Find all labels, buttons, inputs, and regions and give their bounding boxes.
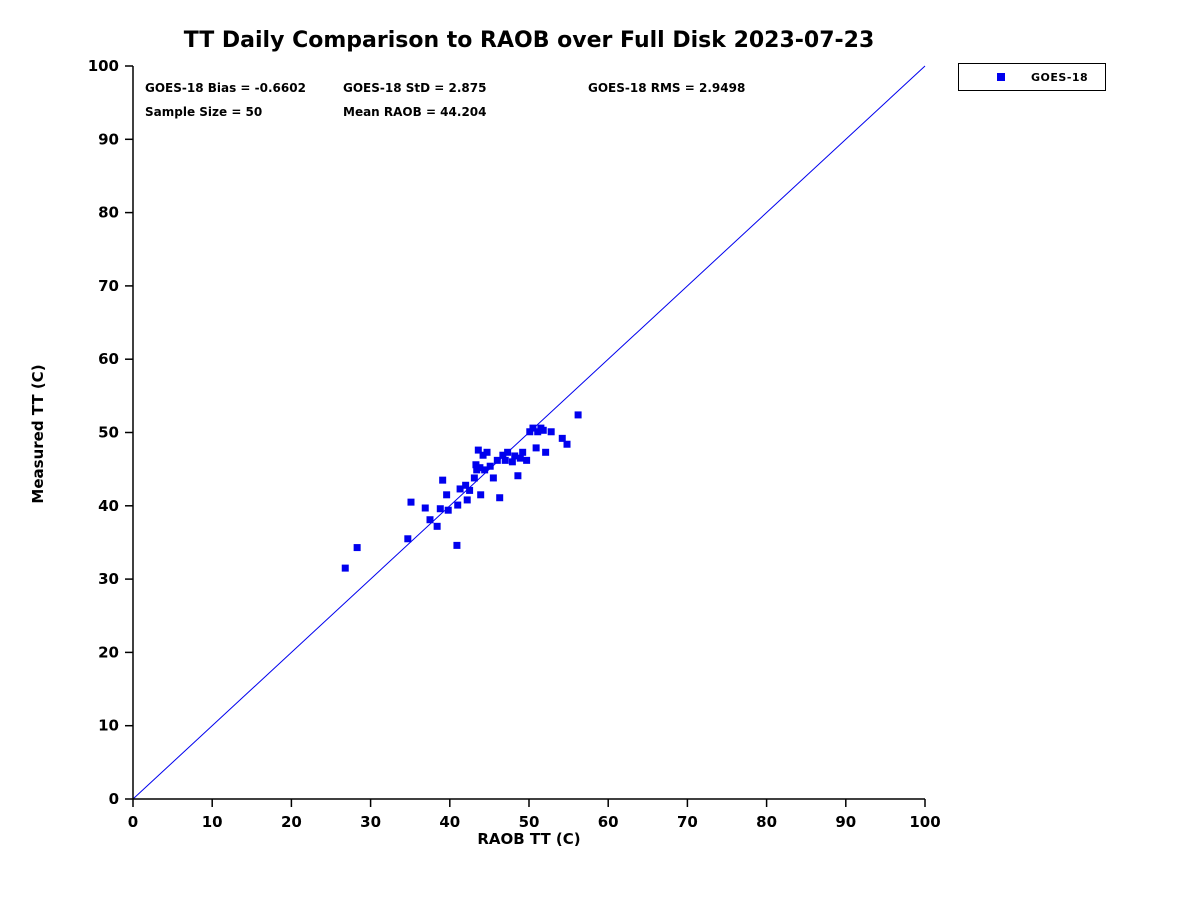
legend-label: GOES-18 [1031,70,1089,84]
scatter-point [523,456,531,464]
scatter-point [529,424,537,432]
y-tick-label: 70 [98,277,119,295]
stat-rms: GOES-18 RMS = 2.9498 [588,81,746,95]
scatter-point [426,516,434,524]
scatter-point [547,428,555,436]
scatter-point [479,451,487,459]
scatter-point [516,454,524,462]
scatter-point [433,522,441,530]
x-tick-label: 50 [519,813,540,831]
chart-title: TT Daily Comparison to RAOB over Full Di… [183,28,875,53]
scatter-point [534,428,542,436]
scatter-point [466,486,474,494]
scatter-point [483,448,491,456]
y-tick-label: 40 [98,497,119,515]
scatter-point [454,501,462,509]
scatter-point [526,428,534,436]
scatter-point [443,491,451,499]
y-tick-label: 30 [98,570,119,588]
x-tick-label: 70 [677,813,698,831]
scatter-point [504,448,512,456]
scatter-point [486,462,494,470]
scatter-point [462,481,470,489]
scatter-point [514,472,522,480]
y-tick-label: 0 [109,790,119,808]
scatter-point [472,461,480,469]
scatter-point [341,564,349,572]
scatter-point [542,448,550,456]
scatter-point [508,458,516,466]
scatter-point [558,434,566,442]
scatter-point [481,466,489,474]
scatter-point [501,456,509,464]
legend-marker-icon [997,73,1005,81]
x-tick-label: 30 [360,813,381,831]
scatter-point [463,496,471,504]
y-tick-label: 20 [98,643,119,661]
x-tick-label: 90 [835,813,856,831]
scatter-point [404,535,412,543]
scatter-point [532,444,540,452]
x-tick-label: 80 [756,813,777,831]
y-tick-label: 50 [98,424,119,442]
scatter-point [574,411,582,419]
scatter-point [474,446,482,454]
scatter-point [456,485,464,493]
scatter-point [453,541,461,549]
scatter-point [519,448,527,456]
scatter-point [477,491,485,499]
y-tick-label: 10 [98,717,119,735]
y-tick-label: 100 [88,57,119,75]
scatter-point [511,452,519,460]
scatter-point [421,504,429,512]
scatter-point [496,494,504,502]
scatter-point [493,456,501,464]
stat-sample-size: Sample Size = 50 [145,105,263,119]
scatter-point [499,451,507,459]
scatter-point [476,464,484,472]
y-tick-label: 60 [98,350,119,368]
x-axis-label: RAOB TT (C) [477,830,581,848]
scatter-point [444,506,452,514]
scatter-point [436,505,444,513]
y-tick-label: 90 [98,130,119,148]
scatter-point [489,474,497,482]
y-axis-label: Measured TT (C) [29,364,47,504]
scatter-point [353,544,361,552]
x-tick-label: 100 [909,813,940,831]
scatter-point [439,476,447,484]
stat-mean-raob: Mean RAOB = 44.204 [343,105,487,119]
x-tick-label: 60 [598,813,619,831]
scatter-point [563,440,571,448]
legend: GOES-18 [958,63,1106,91]
stat-bias: GOES-18 Bias = -0.6602 [145,81,306,95]
stat-std: GOES-18 StD = 2.875 [343,81,487,95]
x-tick-label: 10 [202,813,223,831]
scatter-point [407,498,415,506]
y-tick-label: 80 [98,204,119,222]
scatter-point [470,474,478,482]
scatter-point [539,426,547,434]
x-tick-label: 0 [128,813,138,831]
x-tick-label: 20 [281,813,302,831]
x-tick-label: 40 [439,813,460,831]
